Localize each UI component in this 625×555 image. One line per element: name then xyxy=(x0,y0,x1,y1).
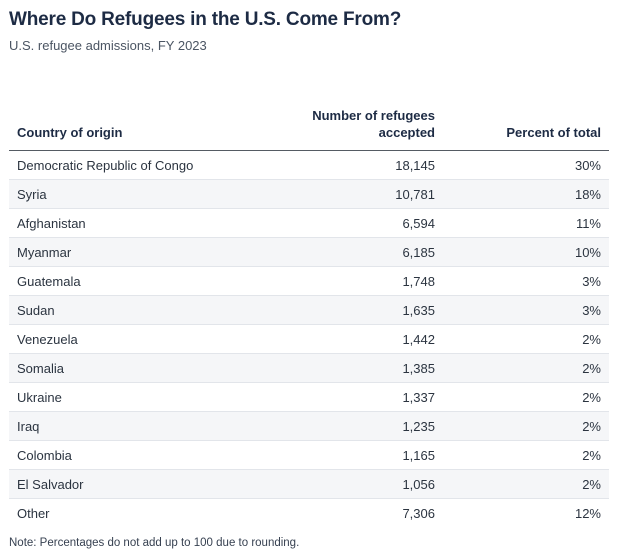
cell-percent: 10% xyxy=(443,237,609,267)
cell-percent: 30% xyxy=(443,150,609,180)
cell-number: 18,145 xyxy=(287,150,443,180)
cell-number: 1,165 xyxy=(287,440,443,470)
cell-number: 10,781 xyxy=(287,179,443,209)
table-row: Democratic Republic of Congo 18,145 30% xyxy=(9,150,609,180)
cell-percent: 2% xyxy=(443,440,609,470)
cell-percent: 2% xyxy=(443,382,609,412)
table-body: Democratic Republic of Congo 18,145 30% Syr… xyxy=(9,150,609,528)
cell-percent: 18% xyxy=(443,179,609,209)
cell-country: Venezuela xyxy=(9,324,287,354)
cell-number: 1,635 xyxy=(287,295,443,325)
cell-country: Guatemala xyxy=(9,266,287,296)
cell-percent: 3% xyxy=(443,295,609,325)
cell-country: Myanmar xyxy=(9,237,287,267)
table-row: Afghanistan 6,594 11% xyxy=(9,208,609,238)
header-percent: Percent of total xyxy=(443,95,609,151)
table-row: Iraq 1,235 2% xyxy=(9,411,609,441)
cell-country: Colombia xyxy=(9,440,287,470)
cell-percent: 2% xyxy=(443,411,609,441)
table-row: Ukraine 1,337 2% xyxy=(9,382,609,412)
header-number-line2: accepted xyxy=(378,125,435,140)
table-row: Somalia 1,385 2% xyxy=(9,353,609,383)
page-title: Where Do Refugees in the U.S. Come From? xyxy=(9,9,402,30)
header-country: Country of origin xyxy=(9,95,287,151)
refugee-table: Country of origin Number of refugees acc… xyxy=(9,95,609,527)
cell-number: 7,306 xyxy=(402,505,435,521)
cell-country: Sudan xyxy=(9,295,287,325)
cell-number: 1,385 xyxy=(287,353,443,383)
cell-country: Syria xyxy=(9,179,287,209)
table-row: Other 7,306 12% xyxy=(9,499,609,528)
table-row: Venezuela 1,442 2% xyxy=(9,324,609,354)
cell-country: Democratic Republic of Congo xyxy=(9,150,287,180)
cell-country: Iraq xyxy=(9,411,287,441)
table-header-row: Country of origin Number of refugees acc… xyxy=(9,95,609,151)
cell-number: 1,235 xyxy=(287,411,443,441)
cell-country: Somalia xyxy=(9,353,287,383)
header-number-line1: Number of refugees xyxy=(312,108,435,123)
table-row: El Salvador 1,056 2% xyxy=(9,469,609,499)
cell-percent: 3% xyxy=(443,266,609,296)
cell-percent: 12% xyxy=(574,505,601,521)
cell-number: 1,442 xyxy=(287,324,443,354)
cell-number: 6,594 xyxy=(287,208,443,238)
cell-percent: 2% xyxy=(443,469,609,499)
page-subtitle: U.S. refugee admissions, FY 2023 xyxy=(9,38,207,53)
cell-percent: 11% xyxy=(443,208,609,238)
table-row: Guatemala 1,748 3% xyxy=(9,266,609,296)
table-row: Syria 10,781 18% xyxy=(9,179,609,209)
cell-country: El Salvador xyxy=(9,469,287,499)
cell-number: 1,748 xyxy=(287,266,443,296)
cell-number: 1,337 xyxy=(287,382,443,412)
cell-country: Afghanistan xyxy=(9,208,287,238)
cell-number: 1,056 xyxy=(287,469,443,499)
cell-percent: 2% xyxy=(443,353,609,383)
table-row: Sudan 1,635 3% xyxy=(9,295,609,325)
table-row: Myanmar 6,185 10% xyxy=(9,237,609,267)
cell-country: Other xyxy=(17,505,50,521)
cell-percent: 2% xyxy=(443,324,609,354)
cell-number: 6,185 xyxy=(287,237,443,267)
header-number: Number of refugees accepted xyxy=(287,95,443,151)
cell-country: Ukraine xyxy=(9,382,287,412)
table-row: Colombia 1,165 2% xyxy=(9,440,609,470)
footnote: Note: Percentages do not add up to 100 d… xyxy=(9,537,300,549)
